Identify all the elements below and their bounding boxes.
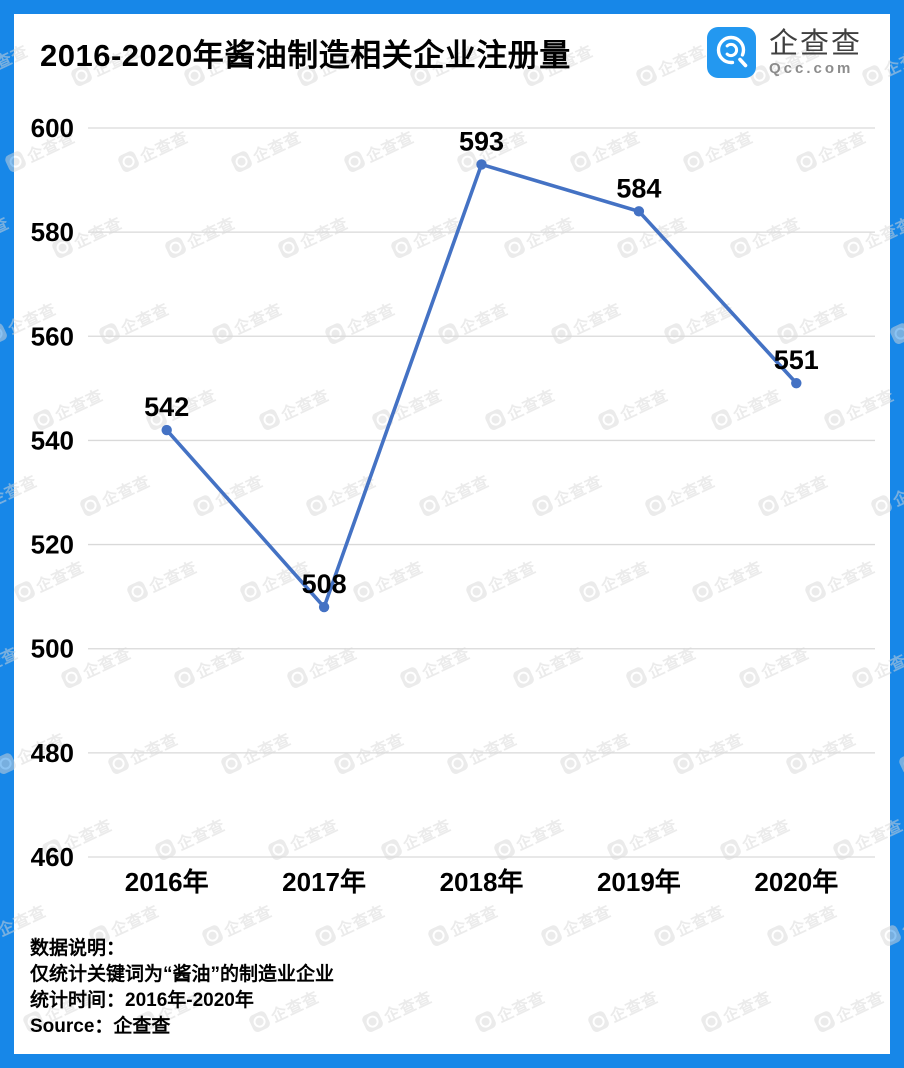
page-title: 2016-2020年酱油制造相关企业注册量 [40,38,571,73]
data-point-label: 593 [459,126,504,156]
footer-line-period: 统计时间：2016年-2020年 [30,990,254,1011]
qcc-logo: 企查查 Qcc.com [706,27,862,78]
x-axis-tick-label: 2020年 [754,867,838,897]
data-point-label: 551 [774,345,819,375]
x-axis-tick-label: 2017年 [282,867,366,897]
x-axis-tick-label: 2019年 [597,867,681,897]
series-line [164,162,799,609]
data-point [318,601,330,613]
data-point-label: 542 [144,392,189,422]
y-axis-tick-label: 600 [31,113,74,143]
data-point [791,377,802,389]
brand-name: 企查查 [768,27,862,60]
y-axis-tick-label: 460 [31,842,74,872]
footer-line-source: Source：企查查 [30,1016,171,1037]
footer-line-data-note: 数据说明： [30,938,126,959]
y-axis-tick-label: 480 [31,738,74,768]
data-point [476,159,487,170]
footer-notes: 数据说明： 仅统计关键词为“酱油”的制造业企业 统计时间：2016年-2020年… [30,936,334,1040]
y-axis-tick-label: 540 [31,425,74,455]
data-point-label: 508 [302,569,347,599]
data-point [633,206,645,217]
brand-domain: Qcc.com [768,59,854,77]
y-axis-tick-label: 520 [31,530,74,560]
chart-svg: 460 480 500 520 540 560 580 600 2016年 2017年 2018年 2… [31,113,875,897]
y-axis-tick-label: 580 [31,217,74,247]
x-axis-tick-label: 2018年 [440,867,524,897]
card-background [14,14,890,1054]
data-point-label: 584 [616,173,661,203]
data-point [161,424,172,436]
x-axis-tick-label: 2016年 [125,867,209,897]
footer-line-keyword: 仅统计关键词为“酱油”的制造业企业 [30,964,335,985]
qcc-logo-icon [706,27,756,78]
y-axis-tick-label: 500 [31,634,74,664]
y-axis-tick-label: 560 [31,321,74,351]
